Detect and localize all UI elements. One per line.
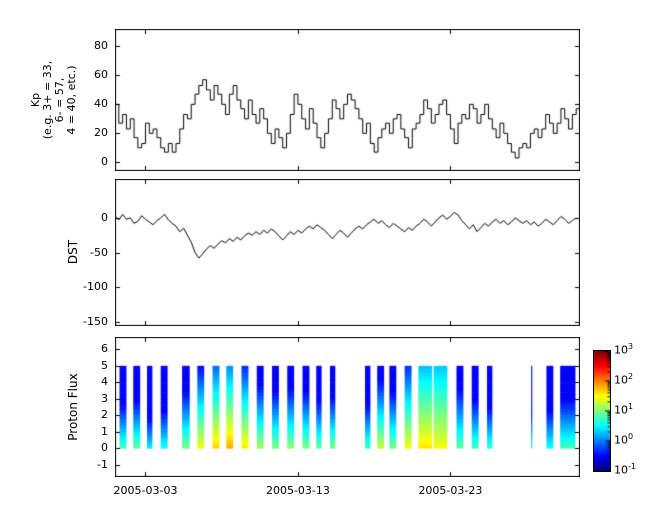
kp-index-panel [115,29,580,171]
y-tick-label: 60 [94,68,108,82]
x-tick-label: 2005-03-03 [113,484,178,497]
dst-line-plot-canvas [115,179,580,326]
y-tick-label: 0 [101,441,108,455]
y-tick-label: 0 [101,155,108,169]
x-tick-label: 2005-03-13 [265,484,330,497]
y-tick-label: 1 [101,424,108,438]
y-tick-label: -50 [90,245,108,259]
y-tick-label: 4 [101,375,108,389]
y-tick-label: -1 [97,457,108,471]
y-tick-label: 6 [101,342,108,356]
y-tick-label: -150 [83,314,108,328]
proton-flux-spectrogram-canvas [115,337,580,477]
y-tick-label: -100 [83,280,108,294]
y-tick-label: 3 [101,391,108,405]
colorbar-tick-label: 102 [614,372,634,387]
y-tick-label: 80 [94,39,108,53]
y-tick-label: 20 [94,126,108,140]
y-tick-label: 5 [101,358,108,372]
proton-flux-panel [115,337,580,477]
colorbar-tick-label: 10-1 [614,462,636,477]
y-tick-label: 40 [94,97,108,111]
x-tick-label: 2005-03-23 [418,484,483,497]
y-tick-label: 0 [101,210,108,224]
kp-step-plot-canvas [115,29,580,171]
y-tick-label: 2 [101,408,108,422]
colorbar-tick-label: 101 [614,402,634,417]
colorbar-tick-label: 103 [614,342,634,357]
flux-colorbar [593,350,611,472]
dst-panel [115,179,580,326]
colorbar-tick-label: 100 [614,432,634,447]
